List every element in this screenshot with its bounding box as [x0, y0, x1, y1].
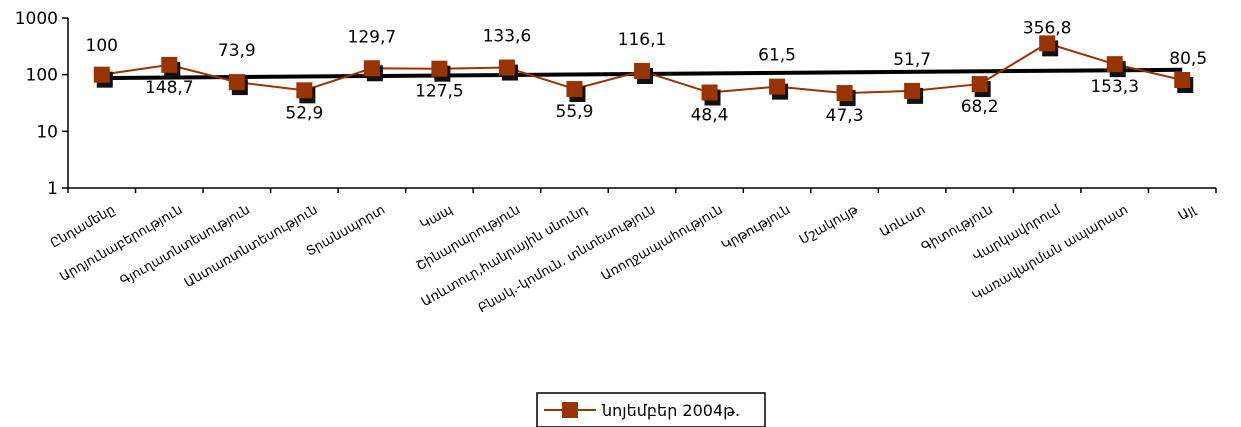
data-labels: 100 148,7 73,9 52,9 129,7 127,5 133,6 55,9 116,1…: [86, 18, 1208, 126]
data-label: 148,7: [145, 78, 194, 98]
category-label: Այլ: [1176, 202, 1199, 224]
legend: նոյեմբեր 2004թ.: [536, 392, 766, 427]
data-point: [296, 82, 313, 99]
series-group: [93, 35, 1194, 107]
data-point: [701, 84, 718, 101]
y-tick-label: 1: [47, 179, 58, 199]
data-label: 100: [86, 36, 118, 56]
data-label: 80,5: [1169, 49, 1207, 69]
data-point: [634, 62, 650, 79]
y-tick-label: 10: [36, 122, 58, 142]
data-label: 133,6: [483, 27, 532, 47]
data-point: [363, 60, 380, 77]
data-point: [1174, 72, 1191, 89]
data-label: 61,5: [758, 46, 796, 66]
data-label: 51,7: [893, 50, 931, 70]
data-label: 116,1: [618, 30, 667, 50]
legend-label: նոյեմբեր 2004թ.: [601, 401, 740, 420]
data-label: 52,9: [285, 103, 323, 123]
data-point: [228, 74, 245, 91]
data-label: 73,9: [218, 41, 256, 61]
y-tick-label: 100: [26, 66, 58, 86]
legend-marker: [562, 402, 578, 418]
data-point: [161, 56, 178, 73]
category-label: Մշակույթ: [797, 202, 861, 248]
data-label: 55,9: [556, 102, 594, 122]
data-label: 129,7: [348, 27, 397, 47]
category-label: Կապ: [418, 202, 456, 232]
data-point: [904, 82, 921, 99]
data-point: [971, 76, 988, 93]
data-label: 68,2: [961, 97, 999, 117]
data-point: [1039, 35, 1056, 52]
data-point: [769, 78, 786, 95]
category-label: Կրթություն: [719, 202, 793, 253]
data-label: 48,4: [691, 106, 729, 126]
data-point: [1106, 56, 1123, 73]
y-tick-label: 1000: [15, 9, 58, 29]
category-label: Առևստ: [877, 202, 928, 240]
category-label: Արդյունաբերություն: [57, 202, 185, 284]
category-labels: ԸնդամենըԱրդյունաբերությունԳյուղատնտեսութ…: [48, 202, 1199, 316]
data-point: [431, 60, 448, 77]
data-point: [566, 80, 583, 97]
data-point: [93, 66, 110, 83]
category-label: Առողջապահություն: [599, 202, 726, 284]
data-point: [498, 59, 515, 76]
data-label: 47,3: [826, 106, 864, 126]
data-label: 153,3: [1090, 77, 1139, 97]
data-point: [836, 85, 853, 102]
axes: 1 10 100 1000: [15, 9, 1217, 199]
data-label: 356,8: [1023, 18, 1072, 38]
data-label: 127,5: [415, 82, 464, 102]
